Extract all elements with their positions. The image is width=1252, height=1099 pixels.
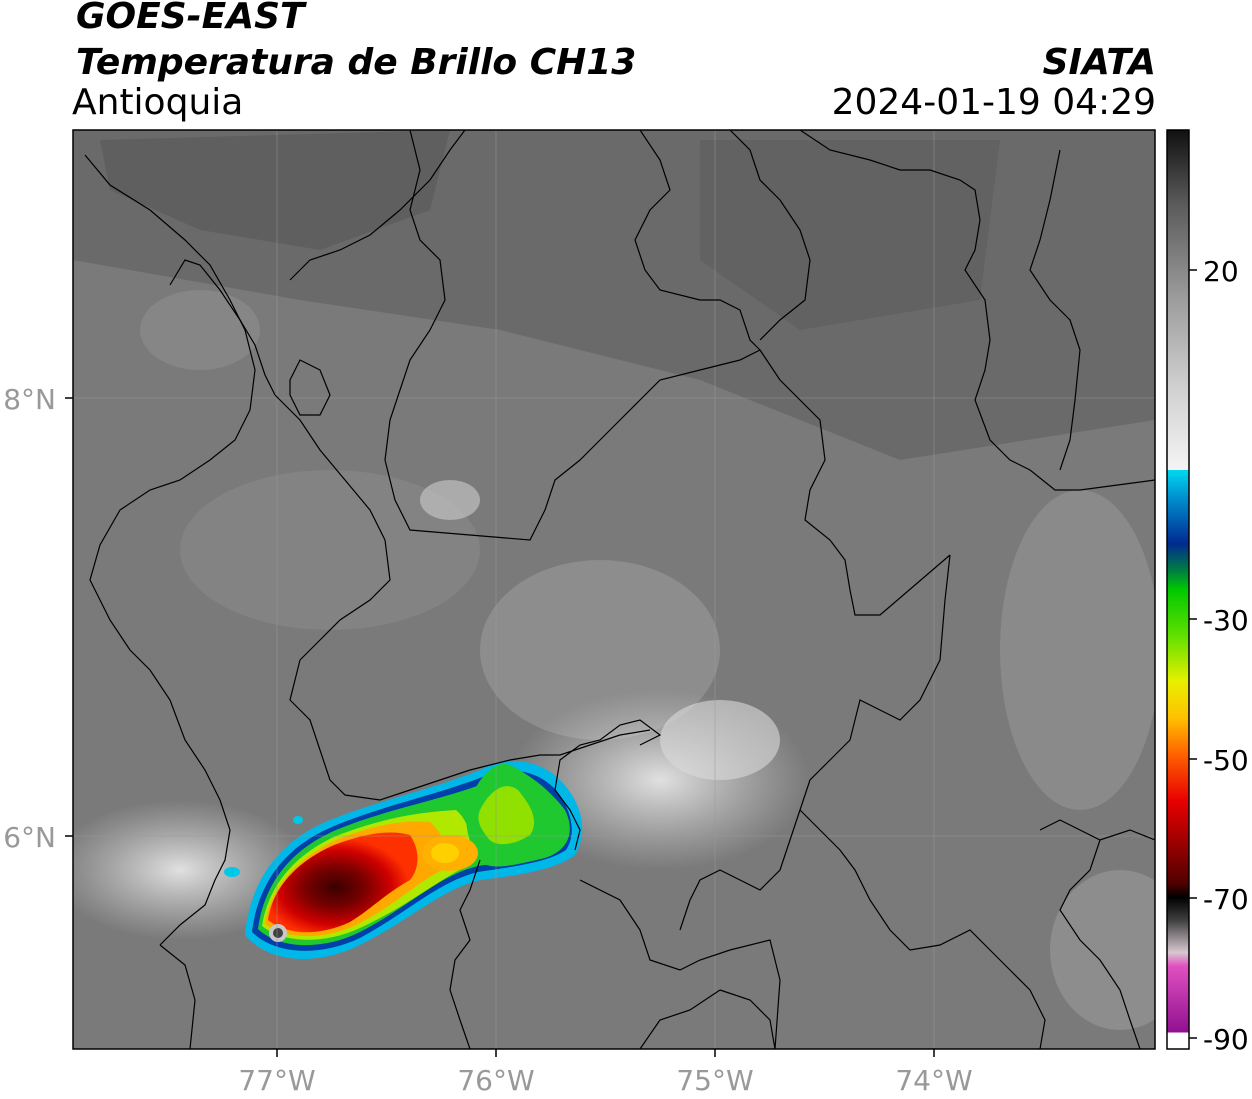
lon-label-75w: 75°W <box>676 1064 753 1097</box>
satellite-title: GOES-EAST <box>76 0 305 37</box>
graticule <box>73 130 1155 1049</box>
lat-label-8n: 8°N <box>3 383 56 416</box>
colorbar: 20 -30 -50 -70 -90 <box>1166 129 1249 1056</box>
colorbar-tick-m70: -70 <box>1203 883 1249 916</box>
colorbar-tick-m50: -50 <box>1203 744 1249 777</box>
colorbar-tick-m90: -90 <box>1203 1023 1249 1056</box>
colorbar-tick-m30: -30 <box>1203 604 1249 637</box>
satellite-imagery <box>73 130 1155 1049</box>
lon-label-74w: 74°W <box>895 1064 972 1097</box>
organization-label: SIATA <box>1042 42 1156 83</box>
map-frame <box>72 129 1156 1050</box>
colorbar-gradient <box>1166 129 1190 1050</box>
colorbar-tick-20: 20 <box>1203 255 1239 288</box>
lon-label-77w: 77°W <box>238 1064 315 1097</box>
product-title: Temperatura de Brillo CH13 <box>76 42 637 83</box>
lat-label-6n: 6°N <box>3 821 56 854</box>
lon-label-76w: 76°W <box>457 1064 534 1097</box>
datetime-label: 2024-01-19 04:29 <box>831 82 1156 123</box>
region-title: Antioquia <box>72 82 244 123</box>
boundaries <box>84 130 1155 1049</box>
